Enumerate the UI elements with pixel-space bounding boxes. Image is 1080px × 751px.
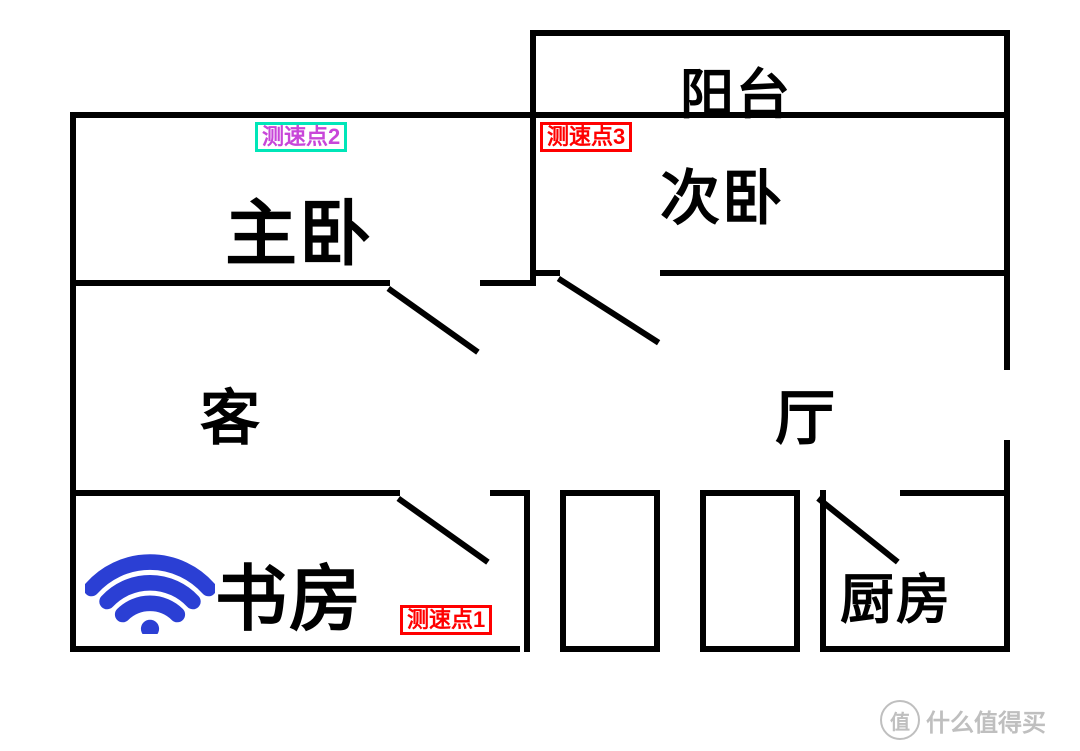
wall-segment — [700, 646, 800, 652]
wall-segment — [530, 30, 1010, 36]
door-swing — [387, 286, 480, 355]
wall-segment — [820, 490, 826, 652]
wall-segment — [794, 490, 800, 652]
wall-segment — [70, 646, 520, 652]
room-label-second: 次卧 — [660, 150, 784, 237]
wall-segment — [820, 646, 1010, 652]
wall-segment — [70, 280, 390, 286]
wall-segment — [1004, 440, 1010, 652]
room-label-balcony: 阳台 — [680, 50, 792, 129]
wall-segment — [560, 646, 660, 652]
wall-segment — [900, 490, 1010, 496]
door-swing — [397, 496, 490, 565]
wall-segment — [70, 112, 76, 652]
wifi-icon — [85, 530, 215, 634]
room-label-master: 主卧 — [225, 175, 373, 280]
wall-segment — [700, 490, 706, 652]
wall-segment — [700, 490, 800, 496]
wall-segment — [654, 490, 660, 652]
room-label-living_r: 厅 — [775, 370, 837, 457]
wall-segment — [530, 30, 536, 118]
test-point-p2: 测速点2 — [255, 122, 347, 152]
wall-segment — [530, 112, 536, 280]
floor-plan: 阳台主卧 次卧客 厅书房 厨房测速点1 测速点2 测速点3 值什么值得买 — [0, 0, 1080, 751]
room-label-kitchen: 厨房 — [840, 555, 952, 634]
door-swing — [557, 276, 660, 345]
wall-segment — [70, 112, 1010, 118]
wall-segment — [1004, 30, 1010, 370]
wall-segment — [480, 280, 536, 286]
wall-segment — [660, 270, 1010, 276]
watermark-badge: 值 — [880, 700, 920, 740]
watermark-text: 什么值得买 — [926, 703, 1046, 738]
test-point-p1: 测速点1 — [400, 605, 492, 635]
wall-segment — [560, 490, 660, 496]
wall-segment — [530, 270, 560, 276]
room-label-living_l: 客 — [200, 370, 262, 457]
watermark: 值什么值得买 — [880, 700, 1046, 740]
wall-segment — [524, 490, 530, 652]
wall-segment — [560, 490, 566, 652]
wall-segment — [70, 490, 400, 496]
room-label-study: 书房 — [215, 540, 363, 645]
test-point-p3: 测速点3 — [540, 122, 632, 152]
